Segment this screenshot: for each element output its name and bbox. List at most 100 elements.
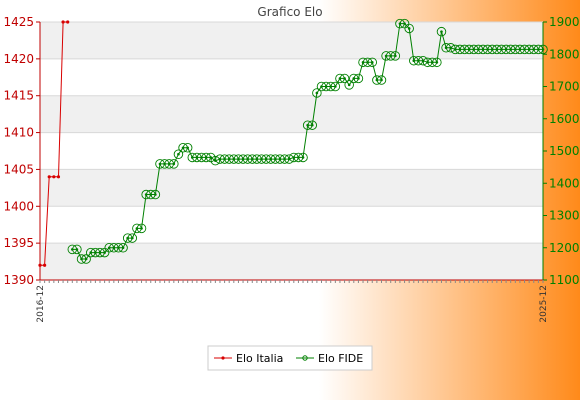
legend-item-italia[interactable]: Elo Italia: [214, 352, 283, 365]
right-tick-label: 1200: [549, 241, 580, 255]
fide-point: [367, 57, 378, 68]
legend: Elo Italia Elo FIDE: [207, 345, 373, 371]
italia-point: [52, 175, 56, 179]
fide-point: [72, 244, 82, 255]
fide-point: [339, 73, 350, 84]
legend-label-italia: Elo Italia: [236, 352, 283, 365]
legend-italia-marker: [221, 356, 225, 360]
fide-point: [538, 44, 548, 55]
fide-point-center: [103, 251, 106, 254]
italia-point: [56, 175, 61, 179]
fide-point-center: [343, 77, 346, 80]
right-tick-label: 1400: [549, 176, 580, 190]
fide-point: [418, 55, 428, 66]
fide-point: [390, 51, 401, 61]
fide-point: [81, 254, 91, 264]
fide-point: [353, 73, 364, 84]
fide-point: [136, 223, 147, 234]
fide-point-center: [172, 162, 176, 166]
series-elo-italia: [38, 20, 70, 267]
italia-point: [66, 20, 70, 24]
chart-title: Grafico Elo: [257, 5, 322, 19]
fide-point: [169, 159, 179, 169]
plot-area: [40, 22, 543, 280]
fide-point: [182, 143, 193, 153]
fide-point: [344, 80, 354, 90]
fide-point-center: [334, 85, 337, 88]
fide-point: [127, 233, 138, 243]
x-tick-label: 2016-12: [36, 285, 46, 323]
plot-band: [40, 22, 543, 59]
plot-band: [40, 243, 543, 280]
fide-point: [404, 23, 414, 34]
legend-label-fide: Elo FIDE: [318, 352, 363, 365]
italia-point: [43, 263, 47, 267]
right-tick-label: 1700: [549, 80, 580, 94]
fide-point-center: [186, 146, 189, 150]
left-tick-label: 1390: [3, 273, 34, 287]
left-tick-label: 1395: [3, 236, 34, 250]
gridlines: [40, 21, 543, 281]
italia-point: [38, 263, 42, 267]
left-tick-label: 1420: [3, 52, 34, 66]
fide-point: [150, 189, 161, 200]
fide-point: [173, 149, 184, 159]
fide-point: [298, 152, 308, 163]
fide-point-center: [140, 227, 143, 230]
fide-point: [445, 43, 456, 53]
series-elo-fide: [67, 18, 548, 264]
right-tick-label: 1100: [549, 273, 580, 287]
left-tick-label: 1410: [3, 126, 34, 140]
fide-point-center: [121, 246, 125, 250]
right-tick-label: 1900: [549, 15, 580, 29]
plot-background: [40, 22, 543, 280]
fide-point-center: [435, 61, 439, 64]
right-tick-label: 1300: [549, 209, 580, 223]
fide-point: [376, 75, 387, 85]
fide-point-center: [347, 83, 351, 87]
left-tick-label: 1400: [3, 199, 34, 213]
left-tick-label: 1415: [3, 89, 34, 103]
fide-point-center: [370, 61, 374, 64]
legend-fide-marker: [302, 355, 308, 361]
left-tick-label: 1405: [3, 162, 34, 176]
fide-point-center: [301, 156, 305, 159]
italia-point: [47, 175, 51, 179]
fide-point-center: [440, 30, 443, 33]
left-axis: 1390 1395 1400 1405 1410 1415 1420 1425: [3, 15, 41, 287]
fide-point: [312, 88, 322, 98]
legend-item-fide[interactable]: Elo FIDE: [296, 352, 363, 365]
right-axis: 1100 1200 1300 1400 1500 1600 1700 1800 1900: [542, 15, 580, 287]
italia-point: [61, 20, 65, 24]
fide-point: [436, 26, 447, 37]
fide-point-center: [380, 78, 383, 82]
fide-point-center: [541, 48, 545, 51]
plot-band: [40, 169, 543, 207]
fide-point-center: [407, 27, 411, 30]
right-tick-label: 1600: [549, 112, 580, 126]
fide-point-center: [177, 152, 180, 156]
fide-point: [284, 154, 294, 164]
fide-point-center: [310, 123, 314, 127]
fide-point-center: [403, 22, 406, 25]
right-tick-label: 1800: [549, 47, 580, 61]
fide-point: [432, 57, 442, 68]
legend-box: [207, 345, 373, 371]
x-tick-label: 2025-12: [539, 285, 549, 323]
fide-point-center: [154, 193, 157, 196]
fide-point-center: [75, 248, 79, 251]
fide-point-center: [130, 236, 134, 240]
right-tick-label: 1500: [549, 144, 580, 158]
fide-point: [210, 155, 221, 166]
fide-point: [330, 81, 341, 92]
fide-point: [118, 242, 128, 253]
fide-point-center: [357, 77, 360, 80]
left-tick-label: 1425: [3, 15, 34, 29]
fide-point-center: [84, 257, 88, 261]
fide-point: [307, 120, 318, 130]
x-axis: 2016-12 2025-12: [36, 279, 549, 323]
fide-point-center: [394, 54, 397, 58]
fide-point-center: [315, 91, 319, 95]
